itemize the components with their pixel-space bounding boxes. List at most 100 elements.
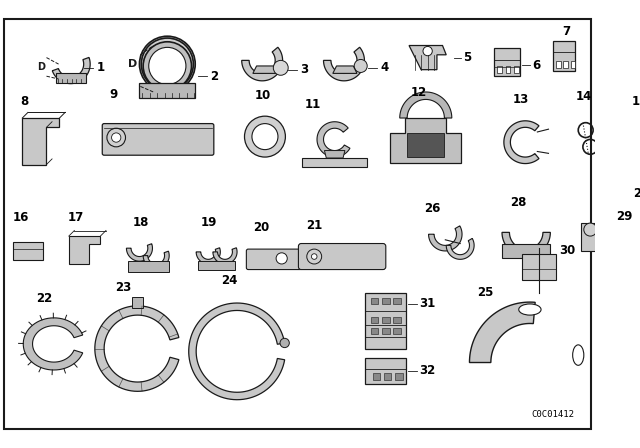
Text: 23: 23: [115, 281, 132, 294]
Text: 5: 5: [463, 51, 471, 64]
Circle shape: [150, 47, 184, 81]
Text: 26: 26: [424, 202, 440, 215]
FancyBboxPatch shape: [382, 317, 390, 323]
Polygon shape: [196, 248, 220, 264]
Polygon shape: [323, 47, 364, 81]
FancyBboxPatch shape: [393, 298, 401, 304]
FancyBboxPatch shape: [497, 66, 502, 73]
Text: 24: 24: [221, 275, 238, 288]
Text: 7: 7: [562, 25, 570, 38]
Text: 11: 11: [305, 98, 321, 111]
Text: 9: 9: [109, 89, 118, 102]
Text: 1: 1: [97, 61, 105, 74]
Text: 32: 32: [419, 364, 436, 377]
Circle shape: [307, 249, 322, 264]
Polygon shape: [622, 225, 640, 246]
Circle shape: [244, 116, 285, 157]
Text: 15: 15: [632, 95, 640, 108]
Polygon shape: [127, 244, 152, 261]
Text: 2: 2: [210, 70, 218, 83]
FancyBboxPatch shape: [563, 61, 568, 68]
Text: 22: 22: [36, 292, 52, 305]
Polygon shape: [409, 46, 446, 70]
Polygon shape: [52, 57, 90, 84]
Polygon shape: [317, 122, 350, 157]
Text: 19: 19: [201, 216, 218, 229]
Text: 4: 4: [380, 61, 388, 74]
Polygon shape: [143, 251, 169, 269]
Text: 3: 3: [300, 63, 308, 76]
Circle shape: [423, 47, 432, 56]
FancyBboxPatch shape: [140, 83, 195, 98]
FancyBboxPatch shape: [371, 317, 378, 323]
FancyBboxPatch shape: [625, 234, 640, 246]
Circle shape: [273, 60, 288, 75]
Circle shape: [280, 338, 289, 348]
Text: 17: 17: [68, 211, 84, 224]
FancyBboxPatch shape: [102, 124, 214, 155]
FancyBboxPatch shape: [632, 149, 637, 156]
Text: D: D: [37, 62, 45, 72]
Text: 28: 28: [511, 196, 527, 209]
Text: 27: 27: [634, 187, 640, 200]
FancyBboxPatch shape: [502, 244, 550, 258]
Text: 25: 25: [477, 285, 493, 298]
FancyBboxPatch shape: [298, 244, 386, 270]
Text: 13: 13: [513, 93, 529, 106]
Text: 29: 29: [616, 210, 633, 223]
Text: 20: 20: [253, 220, 269, 233]
Circle shape: [111, 133, 121, 142]
Text: C0C01412: C0C01412: [532, 410, 575, 419]
Polygon shape: [400, 92, 452, 118]
Text: 10: 10: [255, 90, 271, 103]
FancyBboxPatch shape: [246, 249, 302, 270]
Polygon shape: [68, 236, 100, 264]
FancyBboxPatch shape: [384, 373, 392, 380]
Circle shape: [107, 128, 125, 147]
Circle shape: [141, 38, 193, 90]
FancyBboxPatch shape: [132, 297, 143, 308]
Text: 12: 12: [410, 86, 426, 99]
FancyBboxPatch shape: [522, 254, 556, 280]
Polygon shape: [95, 306, 179, 392]
Ellipse shape: [573, 345, 584, 365]
Polygon shape: [189, 303, 285, 400]
FancyBboxPatch shape: [553, 41, 575, 71]
Polygon shape: [502, 233, 550, 257]
FancyBboxPatch shape: [556, 61, 561, 68]
FancyBboxPatch shape: [407, 133, 444, 157]
Polygon shape: [429, 226, 462, 251]
FancyBboxPatch shape: [514, 66, 519, 73]
FancyBboxPatch shape: [628, 131, 640, 159]
Polygon shape: [22, 118, 60, 164]
Polygon shape: [390, 118, 461, 163]
FancyBboxPatch shape: [382, 298, 390, 304]
Polygon shape: [470, 302, 535, 362]
Text: 31: 31: [419, 297, 436, 310]
Text: 21: 21: [306, 219, 323, 232]
FancyBboxPatch shape: [581, 223, 600, 251]
Circle shape: [148, 47, 186, 85]
Text: 6: 6: [532, 59, 540, 72]
FancyBboxPatch shape: [393, 328, 401, 334]
Text: D: D: [128, 59, 138, 69]
Polygon shape: [333, 66, 357, 73]
Circle shape: [276, 253, 287, 264]
FancyBboxPatch shape: [365, 358, 406, 384]
Polygon shape: [242, 47, 283, 81]
Polygon shape: [324, 151, 345, 158]
Circle shape: [140, 36, 195, 92]
Text: 8: 8: [20, 95, 28, 108]
FancyBboxPatch shape: [4, 19, 591, 429]
Polygon shape: [213, 248, 237, 264]
FancyBboxPatch shape: [371, 328, 378, 334]
FancyBboxPatch shape: [372, 373, 380, 380]
Text: 30: 30: [559, 244, 576, 257]
FancyBboxPatch shape: [493, 48, 520, 76]
FancyBboxPatch shape: [365, 293, 406, 349]
Circle shape: [354, 60, 367, 73]
FancyBboxPatch shape: [198, 261, 236, 271]
Text: 18: 18: [133, 216, 150, 229]
Text: 16: 16: [12, 211, 29, 224]
Ellipse shape: [519, 304, 541, 315]
